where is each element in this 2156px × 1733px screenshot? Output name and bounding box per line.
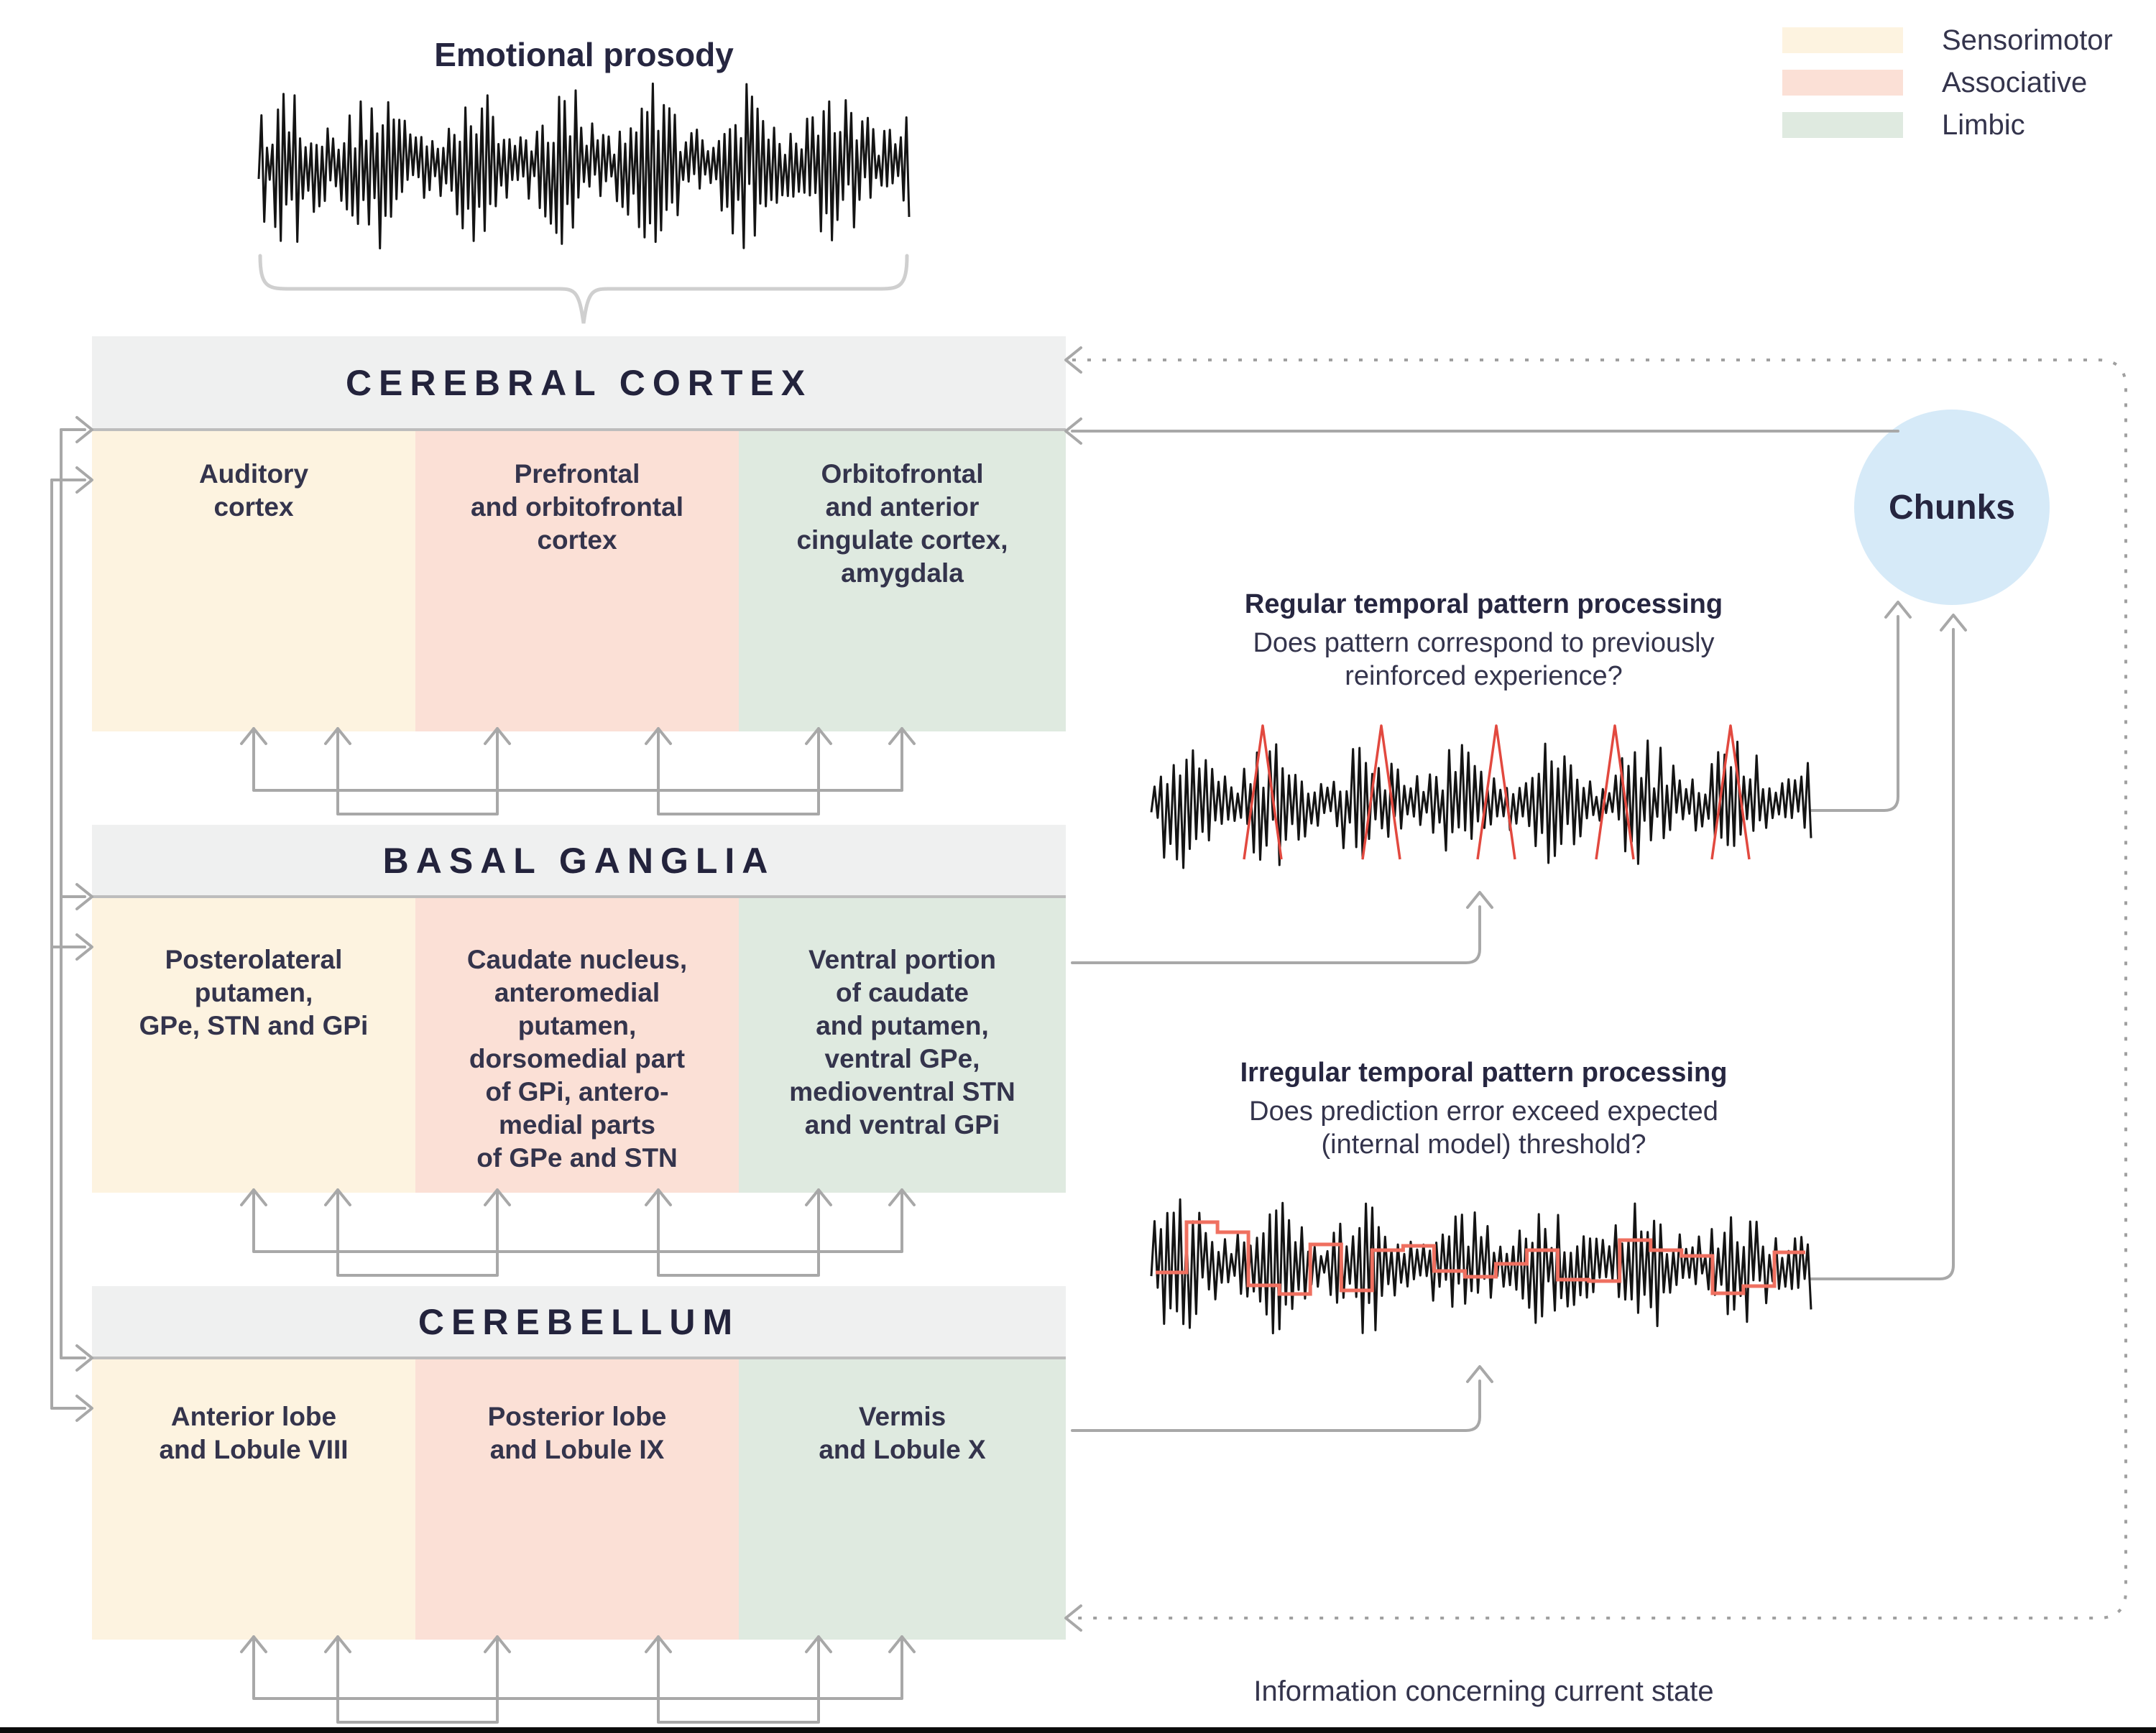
regular-processing-block: Regular temporal pattern processing Does… <box>1151 588 1816 693</box>
column-label-auditory-cortex: Auditory cortex <box>198 459 309 522</box>
column-sensorimotor-cerebellum: Anterior lobe and Lobule VIII <box>92 1358 415 1640</box>
bottom-rule <box>0 1727 2156 1733</box>
regular-processing-question: Does pattern correspond to previously re… <box>1253 628 1715 691</box>
legend-label-sensorimotor: Sensorimotor <box>1942 24 2113 56</box>
column-associative-cerebellum: Posterior lobe and Lobule IX <box>415 1358 739 1640</box>
column-limbic-cerebellum: Vermis and Lobule X <box>739 1358 1066 1640</box>
block-columns-cerebellum: Anterior lobe and Lobule VIII Posterior … <box>92 1358 1066 1640</box>
block-title-cerebral-cortex: CEREBRAL CORTEX <box>345 363 813 403</box>
column-label-posterolateral-putamen: Posterolateral putamen, GPe, STN and GPi <box>139 945 369 1040</box>
irregular-processing-question: Does prediction error exceed expected (i… <box>1249 1096 1718 1160</box>
legend-label-limbic: Limbic <box>1942 109 2025 141</box>
column-label-prefrontal-cortex: Prefrontal and orbitofrontal cortex <box>471 459 683 555</box>
footer-note: Information concerning current state <box>1253 1676 1714 1707</box>
column-label-vermis: Vermis and Lobule X <box>819 1402 986 1464</box>
column-sensorimotor-cortex: Auditory cortex <box>92 430 415 731</box>
block-header-cerebral-cortex: CEREBRAL CORTEX <box>92 336 1066 430</box>
column-label-orbitofrontal-cortex: Orbitofrontal and anterior cingulate cor… <box>796 459 1008 588</box>
page-title: Emotional prosody <box>434 36 734 73</box>
chunks-node: Chunks <box>1854 410 2050 605</box>
block-columns-cerebral-cortex: Auditory cortex Prefrontal and orbitofro… <box>92 430 1066 731</box>
column-label-ventral-caudate: Ventral portion of caudate and putamen, … <box>789 945 1015 1140</box>
irregular-processing-block: Irregular temporal pattern processing Do… <box>1151 1056 1816 1161</box>
chunks-label: Chunks <box>1888 488 2015 527</box>
legend-label-associative: Associative <box>1942 67 2088 98</box>
column-sensorimotor-basal-ganglia: Posterolateral putamen, GPe, STN and GPi <box>92 897 415 1193</box>
column-label-anterior-lobe: Anterior lobe and Lobule VIII <box>159 1402 349 1464</box>
block-columns-basal-ganglia: Posterolateral putamen, GPe, STN and GPi… <box>92 897 1066 1193</box>
column-limbic-cortex: Orbitofrontal and anterior cingulate cor… <box>739 430 1066 731</box>
block-header-basal-ganglia: BASAL GANGLIA <box>92 825 1066 897</box>
column-label-caudate-nucleus: Caudate nucleus, anteromedial putamen, d… <box>466 945 688 1173</box>
column-limbic-basal-ganglia: Ventral portion of caudate and putamen, … <box>739 897 1066 1193</box>
block-title-basal-ganglia: BASAL GANGLIA <box>382 841 775 881</box>
block-title-cerebellum: CEREBELLUM <box>418 1302 740 1342</box>
block-header-cerebellum: CEREBELLUM <box>92 1286 1066 1358</box>
legend-swatch-sensorimotor <box>1782 27 1903 53</box>
legend-swatch-associative <box>1782 70 1903 96</box>
column-label-posterior-lobe: Posterior lobe and Lobule IX <box>487 1402 667 1464</box>
column-associative-cortex: Prefrontal and orbitofrontal cortex <box>415 430 739 731</box>
legend-swatch-limbic <box>1782 112 1903 138</box>
regular-processing-title: Regular temporal pattern processing <box>1244 589 1723 619</box>
irregular-processing-title: Irregular temporal pattern processing <box>1240 1058 1728 1088</box>
column-associative-basal-ganglia: Caudate nucleus, anteromedial putamen, d… <box>415 897 739 1193</box>
